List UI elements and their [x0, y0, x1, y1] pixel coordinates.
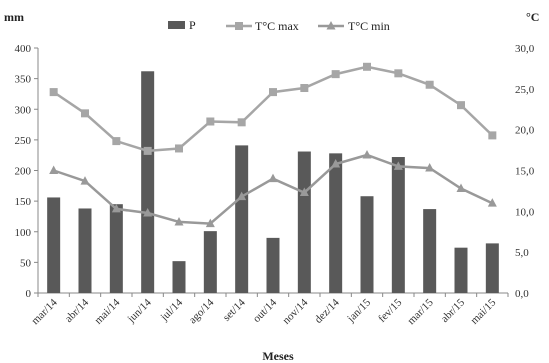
precipitation-bar: [485, 243, 499, 293]
tmin-point: [362, 149, 372, 159]
right-axis-label: °C: [526, 10, 539, 24]
tmin-point: [393, 161, 403, 170]
right-tick-label: 15,0: [515, 166, 535, 178]
tmax-point: [143, 146, 152, 155]
precipitation-bar: [423, 209, 437, 293]
tmin-point: [111, 203, 121, 213]
precipitation-bar: [172, 261, 186, 293]
x-tick-label: jul/14: [158, 296, 186, 324]
tmin-point: [49, 165, 59, 174]
precipitation-bar: [391, 157, 405, 293]
tmin-point: [268, 173, 278, 183]
left-tick-label: 200: [15, 166, 32, 178]
legend-marker-tmin: [326, 21, 336, 30]
left-tick-label: 400: [15, 43, 32, 55]
right-tick-label: 0,0: [515, 288, 529, 300]
x-tick-label: jan/15: [344, 296, 373, 325]
precipitation-bars: [47, 71, 499, 294]
tmin-point: [237, 191, 247, 201]
tmin-point: [425, 163, 435, 172]
precipitation-bar: [141, 71, 155, 294]
tmax-point: [394, 69, 403, 78]
legend-marker-tmax: [235, 22, 243, 30]
left-tick-label: 50: [20, 257, 32, 269]
tmin-point: [331, 158, 341, 168]
precipitation-bar: [109, 204, 123, 293]
precipitation-bar: [235, 145, 249, 293]
right-tick-label: 10,0: [515, 206, 535, 218]
precipitation-bar: [297, 151, 311, 293]
tmin-point: [80, 176, 90, 185]
x-tick-label: ago/14: [187, 296, 217, 326]
tmax-point: [175, 144, 183, 153]
tmin-point: [487, 198, 497, 207]
right-tick-label: 25,0: [515, 84, 535, 96]
tmax-point: [331, 70, 340, 79]
right-tick-label: 5,0: [515, 247, 529, 259]
tmax-point: [425, 80, 434, 89]
left-tick-label: 100: [15, 227, 32, 239]
tmax-point: [112, 137, 121, 146]
left-tick-label: 0: [26, 288, 32, 300]
left-axis-label: mm: [4, 10, 24, 24]
tmax-point: [237, 118, 246, 127]
legend-label-tmin: T°C min: [348, 19, 390, 33]
precipitation-bar: [266, 237, 280, 293]
legend-label-tmax: T°C max: [255, 19, 299, 33]
precipitation-bar: [329, 153, 343, 293]
x-tick-label: set/14: [221, 296, 248, 323]
left-tick-label: 250: [15, 135, 32, 147]
x-tick-label: fev/15: [376, 296, 405, 325]
x-tick-label: mai/15: [468, 296, 498, 326]
legend-label-p: P: [189, 18, 196, 32]
x-tick-label: mai/14: [92, 296, 122, 326]
x-tick-label: out/14: [251, 296, 280, 325]
left-tick-label: 150: [15, 196, 32, 208]
x-tick-label: dez/14: [313, 296, 343, 326]
x-tick-label: jun/14: [125, 296, 154, 325]
right-tick-label: 30,0: [515, 43, 535, 55]
left-tick-label: 350: [15, 74, 32, 86]
x-tick-label: abr/14: [63, 296, 92, 325]
precipitation-bar: [203, 231, 217, 293]
x-tick-label: abr/15: [439, 296, 468, 325]
precipitation-bar: [454, 247, 468, 293]
tmin-point: [456, 183, 466, 192]
x-axis-label: Meses: [262, 349, 294, 363]
tmax-point: [206, 117, 215, 126]
x-tick-label: mar/14: [29, 296, 60, 327]
right-tick-label: 20,0: [515, 125, 535, 137]
tmin-point: [299, 187, 309, 197]
tmax-point: [457, 101, 465, 110]
tmin-point: [174, 216, 184, 226]
legend-swatch-p: [168, 21, 185, 29]
tmax-point: [81, 109, 89, 118]
left-tick-label: 300: [15, 104, 32, 116]
temperature-lines: [49, 62, 497, 228]
x-tick-label: nov/14: [280, 296, 310, 326]
tmin-point: [143, 207, 153, 217]
precipitation-bar: [78, 208, 92, 293]
tmax-point: [488, 131, 497, 140]
tmax-point: [269, 88, 277, 97]
tmax-point: [49, 88, 58, 97]
tmin-point: [205, 218, 215, 228]
x-tick-label: mar/15: [405, 296, 436, 327]
legend: P T°C max T°C min: [168, 18, 390, 33]
precipitation-bar: [47, 197, 61, 293]
tmax-point: [363, 62, 371, 71]
tmax-point: [300, 84, 309, 93]
precipitation-bar: [360, 196, 374, 293]
